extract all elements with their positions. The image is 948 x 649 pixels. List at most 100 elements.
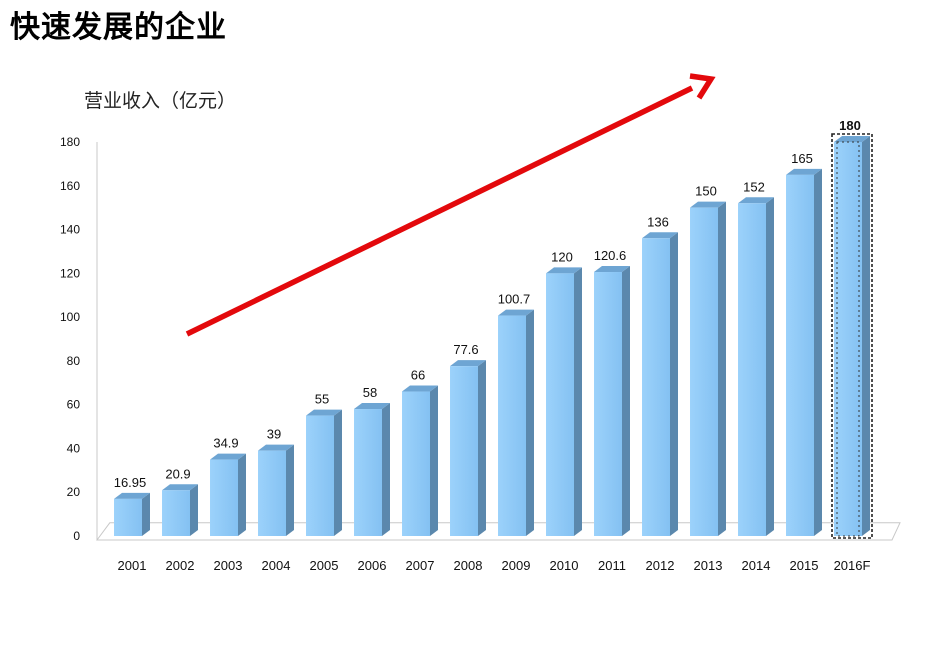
bar-2011: 120.6 <box>594 248 630 536</box>
bar <box>162 490 190 536</box>
x-tick-label: 2009 <box>502 558 531 573</box>
data-label: 66 <box>411 368 425 383</box>
bar-top <box>690 201 726 208</box>
chart-bars: 16.95 20.9 34.9 39 55 58 66 77.6 100.7 120 120.6 13… <box>114 118 873 539</box>
bar-top <box>402 385 438 392</box>
bar-side <box>334 409 342 536</box>
bar <box>594 272 622 536</box>
bar <box>306 415 334 536</box>
bar <box>786 174 814 537</box>
bar-2006: 58 <box>354 385 390 536</box>
data-label: 150 <box>695 184 717 199</box>
bar-top <box>498 309 534 316</box>
bar-highlight-outline <box>831 133 873 539</box>
x-tick-label: 2006 <box>358 558 387 573</box>
bar-side <box>862 136 870 536</box>
x-tick-label: 2010 <box>550 558 579 573</box>
bar <box>738 203 766 537</box>
bar-side <box>526 309 534 536</box>
data-label: 55 <box>315 392 329 407</box>
bar-side <box>382 403 390 536</box>
x-tick-label: 2004 <box>262 558 291 573</box>
x-tick-label: 2013 <box>694 558 723 573</box>
bar-2015: 165 <box>786 151 822 537</box>
trend-arrow <box>185 73 716 337</box>
bar-side <box>142 492 150 536</box>
y-axis-label: 营业收入（亿元） <box>84 90 237 112</box>
bar-top <box>834 136 870 142</box>
bar-side <box>814 168 822 537</box>
bar-side <box>478 360 486 536</box>
bar <box>546 273 574 536</box>
bar-top <box>258 444 294 451</box>
data-label: 39 <box>267 427 281 442</box>
data-label: 34.9 <box>213 436 238 451</box>
bar <box>402 391 430 536</box>
bar-2003: 34.9 <box>210 436 246 536</box>
data-label: 152 <box>743 179 765 194</box>
x-tick-label: 2016F <box>834 558 871 573</box>
y-tick-label: 0 <box>73 529 80 543</box>
y-tick-label: 40 <box>67 441 81 455</box>
bar-top <box>450 360 486 367</box>
bar-top <box>738 197 774 204</box>
bar-2002: 20.9 <box>162 466 198 536</box>
data-label: 180 <box>839 118 861 133</box>
bar-2010: 120 <box>546 249 582 536</box>
x-tick-label: 2012 <box>646 558 675 573</box>
bar-top <box>162 484 198 491</box>
data-label: 58 <box>363 385 377 400</box>
bar-side <box>622 266 630 536</box>
bar-2016F: 180 <box>831 118 873 539</box>
bar <box>210 459 238 536</box>
bar-top <box>210 453 246 460</box>
bar-side <box>430 385 438 536</box>
bar-top <box>546 267 582 274</box>
y-tick-label: 60 <box>67 398 81 412</box>
bar <box>498 315 526 536</box>
bar <box>354 409 382 536</box>
data-label: 136 <box>647 214 669 229</box>
data-label: 120.6 <box>594 248 627 263</box>
x-tick-label: 2002 <box>166 558 195 573</box>
y-tick-label: 180 <box>60 135 80 149</box>
x-tick-label: 2014 <box>742 558 771 573</box>
x-tick-label: 2015 <box>790 558 819 573</box>
bar-side <box>286 444 294 536</box>
page-title: 快速发展的企业 <box>10 10 227 45</box>
bar-2014: 152 <box>738 179 774 537</box>
bar-side <box>766 197 774 537</box>
bar-top <box>114 492 150 499</box>
data-label: 100.7 <box>498 292 531 307</box>
bar-2009: 100.7 <box>498 292 534 536</box>
bar-top <box>642 232 678 239</box>
bar-side <box>670 232 678 537</box>
y-tick-label: 100 <box>60 310 80 324</box>
bar-side <box>190 484 198 536</box>
data-label: 165 <box>791 151 813 166</box>
x-tick-label: 2001 <box>118 558 147 573</box>
bar-highlight-inner <box>836 141 860 537</box>
bar-side <box>574 267 582 536</box>
bar-2012: 136 <box>642 214 678 537</box>
bar <box>834 142 862 536</box>
x-tick-label: 2008 <box>454 558 483 573</box>
x-tick-label: 2011 <box>598 558 626 573</box>
x-tick-label: 2007 <box>406 558 435 573</box>
y-tick-label: 160 <box>60 179 80 193</box>
bar-side <box>238 453 246 536</box>
data-label: 20.9 <box>165 466 190 481</box>
bar-top <box>786 168 822 175</box>
bar <box>450 366 478 536</box>
bar <box>114 498 142 536</box>
trend-arrow-shaft <box>185 85 694 337</box>
bar-top <box>306 409 342 416</box>
data-label: 77.6 <box>453 342 478 357</box>
bar-2001: 16.95 <box>114 475 150 536</box>
x-tick-label: 2003 <box>214 558 243 573</box>
data-label: 16.95 <box>114 475 147 490</box>
y-tick-label: 80 <box>67 354 81 368</box>
bar-top <box>354 403 390 410</box>
bar <box>642 238 670 537</box>
